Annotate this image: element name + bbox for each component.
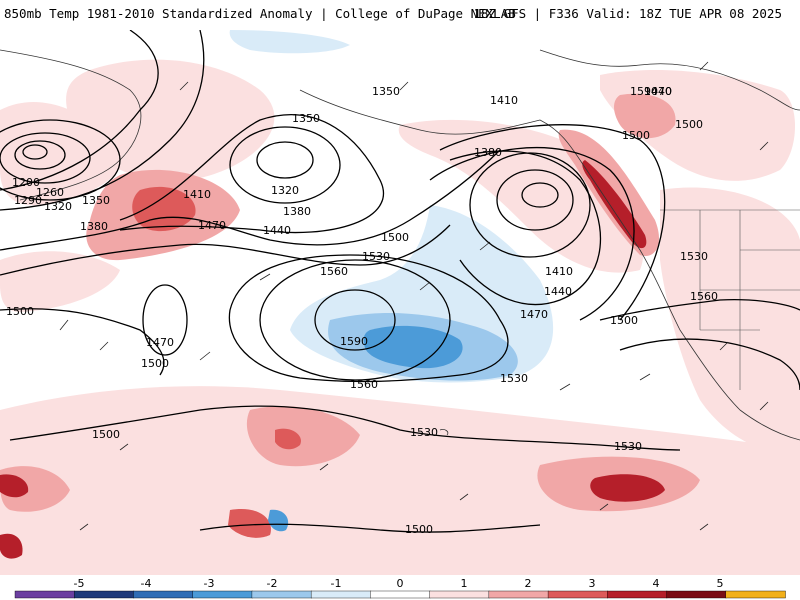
contour-label: 1500	[381, 231, 409, 244]
contour-label: 1500	[610, 314, 638, 327]
colorbar-swatch	[607, 590, 668, 599]
contour-label: 1200	[12, 176, 40, 189]
colorbar-swatch	[370, 590, 431, 599]
coastlines	[0, 49, 800, 441]
contour-label: 1410	[490, 94, 518, 107]
contour-label: 1380	[80, 220, 108, 233]
colorbar-tick: -4	[141, 577, 152, 590]
colorbar-swatch	[74, 590, 135, 599]
anomaly-shading	[0, 30, 800, 575]
colorbar-swatch	[547, 590, 609, 599]
colorbar-tick: 2	[525, 577, 532, 590]
contour-label: 1410	[183, 188, 211, 201]
colorbar-tick: 4	[653, 577, 660, 590]
contour-label: 1440	[263, 224, 291, 237]
contour-label: 1470	[198, 219, 226, 232]
colorbar-tick: -3	[204, 577, 215, 590]
contour-label: 1470	[520, 308, 548, 321]
colorbar-tick: -1	[331, 577, 342, 590]
contour-label: 1530	[410, 426, 438, 439]
colorbar-ticks: -5 -4 -3 -2 -1 0 1 2 3 4 5	[74, 577, 724, 590]
map-title: 850mb Temp 1981-2010 Standardized Anomal…	[4, 6, 516, 21]
colorbar-tick: 5	[717, 577, 724, 590]
contour-label: 1320	[44, 200, 72, 213]
contour-label: 1560	[320, 265, 348, 278]
colorbar-tick: -5	[74, 577, 85, 590]
colorbar-swatch	[666, 590, 727, 599]
contour-label: 1290	[14, 194, 42, 207]
anomaly-map: 1200 1260 1290 1320 1350 1380 1410 1440 …	[0, 30, 800, 575]
contour-label: 1440	[644, 85, 672, 98]
colorbar-swatch	[725, 590, 786, 599]
contour-label: 1560	[350, 378, 378, 391]
model-run-info: 18Z GFS | F336 Valid: 18Z TUE APR 08 202…	[473, 6, 782, 21]
colorbar-swatches	[14, 590, 786, 599]
colorbar-tick: 3	[589, 577, 596, 590]
contour-label: 1560	[690, 290, 718, 303]
contour-label: 1500	[622, 129, 650, 142]
contour-label: 1320	[271, 184, 299, 197]
colorbar-tick: -2	[267, 577, 278, 590]
contour-label: 1500	[6, 305, 34, 318]
colorbar-tick: 0	[397, 577, 404, 590]
contour-label: 1590	[340, 335, 368, 348]
contour-label: 1500	[405, 523, 433, 536]
contour-label: 1260	[36, 186, 64, 199]
contour-label: 1350	[372, 85, 400, 98]
contour-label: 1500	[141, 357, 169, 370]
contour-label: 1530	[614, 440, 642, 453]
height-contours	[0, 30, 800, 533]
contour-label: 1530	[362, 250, 390, 263]
colorbar-swatch	[14, 590, 75, 599]
contour-label: 1500	[92, 428, 120, 441]
colorbar-swatch	[133, 590, 194, 599]
colorbar-swatch	[251, 590, 312, 599]
contour-label: 1410	[545, 265, 573, 278]
colorbar-swatch	[192, 590, 253, 599]
contour-label: 1350	[82, 194, 110, 207]
contour-label: 1500	[675, 118, 703, 131]
contour-label: 1530	[500, 372, 528, 385]
colorbar-tick: 1	[461, 577, 468, 590]
wind-barbs	[59, 61, 769, 531]
colorbar-swatch	[310, 590, 372, 599]
contour-label: 1380	[474, 146, 502, 159]
contour-label: 1380	[283, 205, 311, 218]
contour-label: 1590	[630, 85, 658, 98]
contour-label: 1440	[544, 285, 572, 298]
colorbar-swatch	[429, 590, 490, 599]
contour-label: 1470	[644, 85, 672, 98]
contour-labels: 1200 1260 1290 1320 1350 1380 1410 1440 …	[6, 85, 718, 536]
anomaly-colorbar: -5 -4 -3 -2 -1 0 1 2 3 4 5	[14, 577, 786, 599]
contour-label: 1350	[292, 112, 320, 125]
colorbar-swatch	[488, 590, 549, 599]
contour-label: 1470	[146, 336, 174, 349]
contour-label: 1530	[680, 250, 708, 263]
map-header: 850mb Temp 1981-2010 Standardized Anomal…	[0, 0, 800, 30]
